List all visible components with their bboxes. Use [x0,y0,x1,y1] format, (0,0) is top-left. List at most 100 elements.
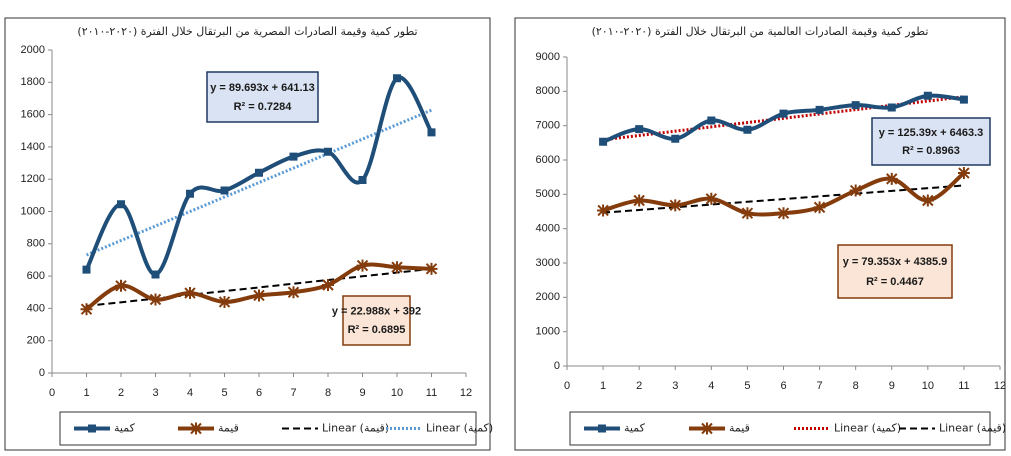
y-tick-label: 1000 [21,205,45,217]
x-tick-label: 11 [958,380,969,392]
x-tick-label: 7 [817,380,823,392]
y-tick-label: 1000 [536,326,560,338]
data-point [220,186,229,195]
data-point [391,261,403,274]
legend-label: قيمة [218,422,239,435]
data-point [253,289,265,302]
x-tick-label: 2 [636,380,642,392]
x-tick-label: 10 [922,380,934,392]
data-point [149,293,162,306]
data-point [707,116,716,125]
y-tick-label: 800 [27,238,45,250]
y-tick-label: 1600 [21,109,45,121]
y-tick-label: 7000 [536,120,560,132]
data-point [597,204,610,217]
legend-marker [701,422,713,435]
data-point [255,168,263,177]
data-point [921,194,934,207]
x-tick-label: 0 [564,380,570,392]
x-tick-label: 4 [708,380,714,392]
data-point [117,200,125,209]
y-tick-label: 0 [39,367,45,379]
x-tick-label: 0 [49,387,55,399]
equation-box [206,71,319,123]
data-point [151,270,160,279]
data-point [186,189,194,198]
y-tick-label: 4000 [536,223,560,235]
data-point [741,207,754,220]
data-point [184,287,196,300]
data-point [923,91,932,100]
data-point [324,147,332,156]
data-point [959,95,968,104]
trend-r2: R² = 0.7284 [234,101,293,113]
data-point [425,262,438,275]
data-point [287,286,300,299]
legend-label: كمية [624,422,646,435]
x-tick-label: 8 [325,387,331,399]
x-tick-label: 12 [994,380,1006,392]
data-point [633,194,646,207]
data-point [743,125,752,134]
data-point [851,101,860,110]
x-tick-label: 6 [256,387,262,399]
data-point [815,105,824,114]
x-tick-label: 3 [672,380,678,392]
equation-box [871,117,991,166]
x-tick-label: 9 [889,380,895,392]
data-point [777,207,790,220]
y-tick-label: 5000 [536,188,560,200]
data-point [887,103,896,112]
data-point [813,201,826,214]
data-point [115,279,127,292]
data-point [393,74,401,83]
data-point [322,278,334,291]
x-tick-label: 8 [853,380,859,392]
data-point [671,134,680,143]
y-tick-label: 2000 [21,44,45,56]
data-point [705,192,718,205]
x-tick-label: 10 [391,387,403,399]
data-point [427,128,436,137]
x-tick-label: 2 [118,387,124,399]
trend-equation: y = 89.693x + 641.13 [210,82,315,94]
data-point [885,172,898,185]
trend-r2: R² = 0.4467 [866,276,924,288]
equation-box [342,295,411,346]
data-point [849,184,862,197]
x-tick-label: 6 [780,380,786,392]
y-tick-label: 0 [554,360,560,372]
y-tick-label: 2000 [536,291,560,303]
data-point [669,199,682,212]
y-tick-label: 1400 [21,141,45,153]
x-tick-label: 4 [187,387,193,399]
legend-label: كمية [114,422,136,435]
data-point [218,295,231,308]
chart-title: تطور كمية وقيمة الصادرات المصرية من البر… [77,25,417,38]
legend-box [569,411,991,446]
legend-marker [190,422,202,435]
trendline [602,95,965,142]
trend-r2: R² = 0.6895 [348,324,406,336]
data-point [957,167,970,180]
y-tick-label: 9000 [536,51,560,63]
chart-title: تطور كمية وقيمة الصادرات العالمية من الب… [592,25,929,38]
y-tick-label: 1200 [21,173,45,185]
legend-label: Linear (كمية) [426,422,493,435]
legend-marker [598,424,606,433]
data-point [635,125,644,134]
y-tick-label: 200 [27,335,45,347]
x-tick-label: 3 [152,387,158,399]
x-tick-label: 1 [600,380,606,392]
x-tick-label: 12 [460,387,472,399]
legend-label: قيمة [729,422,750,435]
x-tick-label: 1 [83,387,89,399]
data-point [599,137,608,146]
legend-label: Linear (قيمة) [322,422,389,435]
x-tick-label: 7 [290,387,296,399]
data-point [779,109,788,118]
equation-box [837,244,953,299]
trendline [603,184,964,214]
data-point [82,265,91,274]
